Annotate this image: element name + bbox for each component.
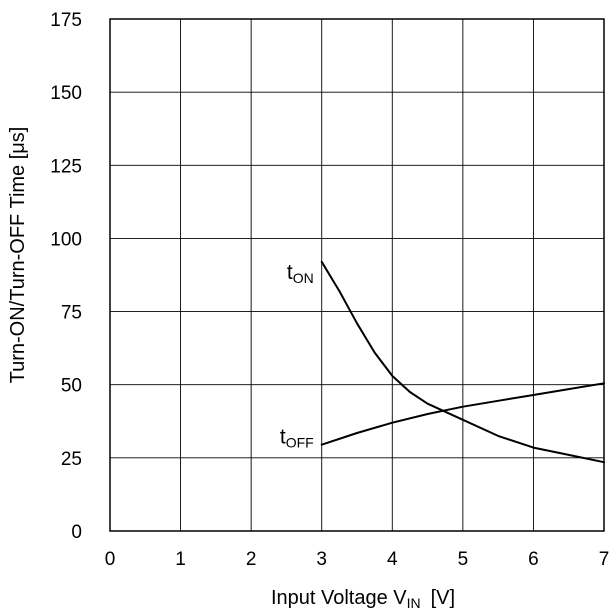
x-axis-title: Input Voltage VIN [V] (271, 587, 455, 611)
series-line-toff (320, 382, 605, 446)
series-label-ton: tON (287, 261, 314, 286)
y-axis-title: Turn-ON/Turn-OFF Time [μs] (7, 127, 29, 384)
y-tick-label: 100 (50, 229, 82, 250)
series-labels: tON tOFF (280, 261, 314, 451)
y-tick-label: 50 (61, 376, 82, 397)
y-tick-label: 150 (50, 83, 82, 104)
y-tick-label: 175 (50, 10, 82, 31)
series-label-toff: tOFF (280, 426, 314, 451)
series-line-ton (320, 260, 605, 464)
x-tick-label: 3 (316, 549, 327, 570)
x-tick-label: 0 (105, 549, 116, 570)
y-tick-labels: 0 25 50 75 100 125 150 175 (50, 10, 82, 543)
x-tick-label: 6 (528, 549, 539, 570)
x-tick-label: 1 (175, 549, 186, 570)
y-tick-label: 75 (61, 303, 82, 324)
x-tick-label: 5 (458, 549, 469, 570)
grid-lines (110, 19, 604, 531)
y-tick-label: 125 (50, 156, 82, 177)
plot-frame (109, 18, 605, 532)
x-tick-label: 4 (387, 549, 398, 570)
y-tick-label: 25 (61, 449, 82, 470)
y-tick-label: 0 (71, 522, 82, 543)
x-tick-label: 7 (599, 549, 610, 570)
series-layer (320, 260, 605, 464)
x-tick-label: 2 (246, 549, 257, 570)
x-tick-labels: 0 1 2 3 4 5 6 7 (105, 549, 610, 570)
